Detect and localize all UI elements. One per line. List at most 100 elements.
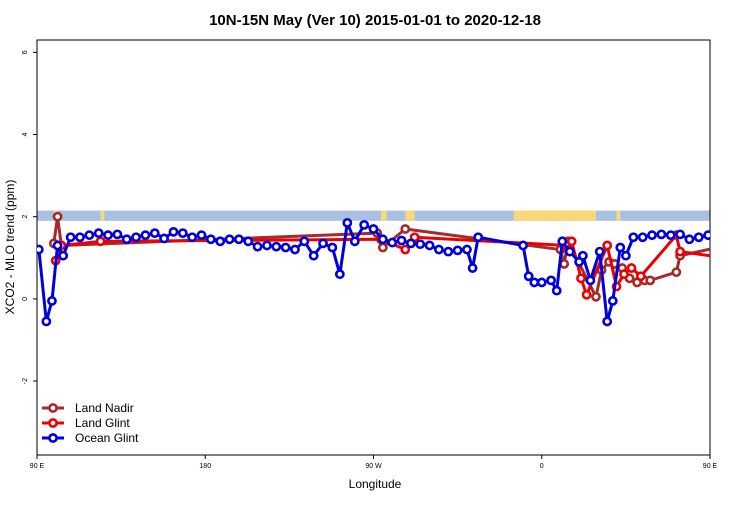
legend-marker-land-glint (48, 418, 58, 428)
y-axis-label: XCO2 - MLO trend (ppm) (3, 180, 17, 315)
ocean-glint-point-4 (58, 250, 69, 261)
ocean-glint-point-77 (723, 236, 730, 243)
ocean-glint-point-25 (252, 241, 263, 252)
ocean-glint-point-35 (342, 217, 353, 228)
land-glint-point-8 (566, 236, 577, 247)
ocean-glint-point-18 (187, 232, 198, 243)
ocean-glint-point-70 (656, 229, 667, 240)
ocean-glint-point-51 (518, 240, 528, 251)
ocean-glint-point-32 (318, 238, 328, 249)
ocean-glint-point-79 (742, 230, 749, 237)
ocean-glint-point-36 (349, 236, 360, 247)
map-strip (37, 210, 749, 221)
land-glint-point-4 (400, 244, 411, 255)
ocean-glint-point-44 (424, 240, 435, 251)
ocean-glint-point-34 (334, 269, 345, 280)
ocean-glint-point-40 (387, 237, 398, 248)
ocean-glint-point-47 (452, 245, 463, 256)
ocean-glint-point-31 (308, 250, 319, 261)
ocean-glint-point-24 (243, 236, 254, 247)
ocean-glint-point-37 (359, 220, 370, 230)
y-tick-label-1: 0 (22, 297, 29, 301)
land-glint-point-17 (675, 246, 685, 257)
ocean-glint-point-62 (594, 246, 605, 257)
ocean-glint-point-58 (564, 246, 575, 257)
x-tick-label-2: 90 W (365, 463, 382, 470)
ocean-glint-point-56 (551, 285, 562, 296)
land-patch-1 (100, 210, 105, 221)
land-patch-5 (616, 210, 621, 221)
ocean-glint-point-8 (93, 228, 104, 239)
ocean-glint-point-61 (585, 275, 596, 286)
ocean-glint-point-43 (415, 239, 426, 250)
land-patch-3 (405, 210, 415, 221)
land-nadir-point-21 (738, 213, 745, 220)
ocean-band (37, 210, 710, 221)
ocean-glint-point-13 (140, 230, 151, 241)
ocean-glint-point-60 (577, 250, 588, 261)
ocean-glint-point-23 (233, 234, 244, 245)
land-patch-6 (736, 211, 749, 221)
ocean-glint-point-78 (733, 227, 740, 234)
legend-marker-ocean-glint (48, 433, 58, 443)
ocean-glint-point-2 (47, 296, 57, 306)
ocean-glint-point-64 (607, 296, 618, 306)
ocean-glint-point-71 (665, 230, 676, 241)
land-glint-point-15 (635, 271, 646, 282)
ocean-glint-point-72 (675, 229, 685, 240)
legend-label-land-nadir: Land Nadir (75, 401, 134, 415)
ocean-glint-point-16 (168, 226, 179, 237)
ocean-glint-point-10 (112, 229, 123, 240)
ocean-glint-point-67 (628, 232, 639, 243)
ocean-glint-point-1 (41, 316, 52, 327)
ocean-glint-point-15 (159, 233, 170, 244)
ocean-glint-point-12 (131, 232, 141, 243)
ocean-glint-point-5 (65, 232, 76, 243)
land-nadir-point-4 (377, 242, 388, 253)
ocean-glint-point-29 (290, 244, 300, 255)
ocean-glint-point-21 (215, 236, 226, 247)
y-tick-label-2: 2 (22, 215, 29, 219)
land-nadir-point-7 (559, 259, 570, 269)
legend-label-land-glint: Land Glint (75, 416, 130, 430)
ocean-glint-point-63 (602, 316, 613, 327)
ocean-glint-point-11 (121, 234, 132, 245)
land-glint-point-13 (619, 269, 629, 280)
land-glint-point-11 (602, 240, 613, 251)
x-axis-label: Longitude (349, 477, 402, 491)
y-tick-label-3: 4 (22, 132, 29, 136)
land-glint-point-10 (581, 289, 592, 300)
ocean-glint-point-41 (396, 235, 407, 246)
land-patch-2 (380, 210, 387, 221)
ocean-glint-point-7 (84, 230, 95, 241)
ocean-glint-point-53 (529, 277, 540, 288)
land-glint-point-19 (744, 244, 750, 251)
ocean-glint-point-73 (684, 234, 695, 245)
ocean-glint-point-26 (262, 240, 272, 251)
y-tick-label-4: 6 (22, 50, 29, 54)
series-layer (37, 211, 750, 327)
x-tick-label-4: 90 E (703, 463, 718, 470)
ocean-glint-point-9 (103, 230, 113, 241)
series-ocean-glint (37, 217, 749, 327)
ocean-glint-point-55 (546, 275, 556, 286)
ocean-glint-point-17 (177, 228, 188, 239)
x-axis: 90 E 180 90 W 0 90 E (30, 455, 718, 470)
land-glint-point-9 (576, 273, 586, 284)
land-nadir-point-1 (52, 211, 63, 222)
ocean-glint-point-75 (703, 230, 710, 241)
land-nadir-point-22 (744, 246, 750, 253)
land-nadir-point-18 (671, 267, 682, 278)
ocean-glint-point-6 (75, 232, 85, 243)
ocean-glint-point-46 (443, 246, 454, 257)
ocean-glint-point-14 (149, 228, 160, 239)
ocean-glint-point-33 (327, 242, 338, 253)
ocean-glint-point-27 (271, 241, 282, 252)
ocean-glint-point-3 (52, 240, 63, 251)
y-axis: -2 0 2 4 6 (22, 50, 37, 384)
ocean-glint-point-74 (693, 232, 704, 243)
ocean-glint-point-20 (205, 234, 216, 245)
